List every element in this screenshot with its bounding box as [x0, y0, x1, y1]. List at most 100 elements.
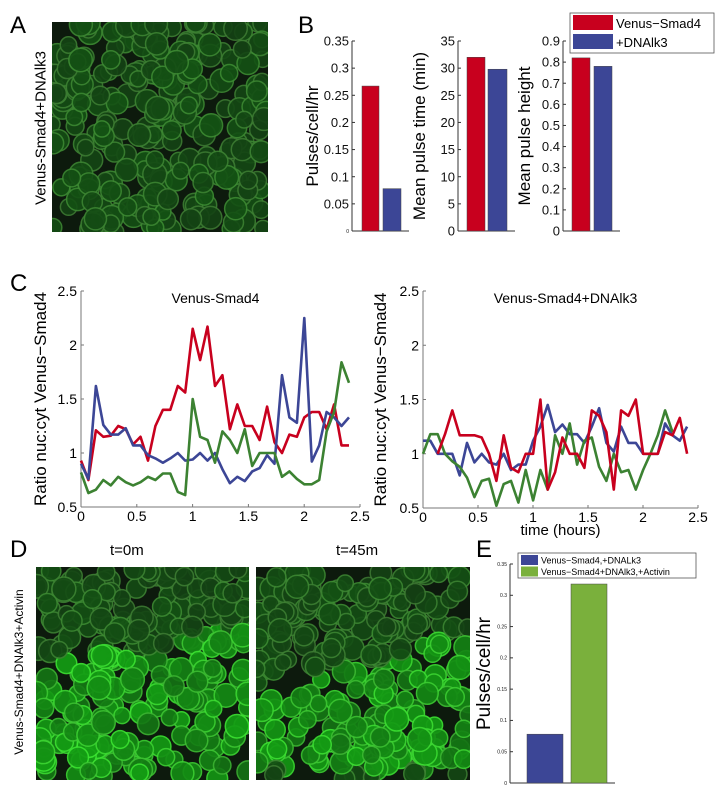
y-tick-label: 0.7 — [542, 76, 560, 91]
y-tick-label: 35 — [441, 34, 455, 49]
cell — [90, 85, 111, 106]
y-tick-label: 0.35 — [324, 34, 349, 49]
cell — [446, 654, 470, 681]
cell — [223, 22, 249, 42]
cell — [83, 206, 108, 231]
cell — [266, 567, 287, 588]
y-tick-label: 0.1 — [500, 718, 507, 724]
legend-swatch — [573, 15, 613, 30]
microscopy-image-a — [52, 22, 268, 232]
legend-label: Venus−Smad4+DNAlk3,+Activin — [541, 567, 670, 577]
cell — [151, 65, 175, 89]
cell — [204, 699, 223, 718]
x-tick-label: 0.5 — [468, 509, 488, 525]
y-tick-label: 20 — [441, 115, 455, 130]
y-tick-label: 30 — [441, 61, 455, 76]
cell — [156, 188, 180, 211]
cell — [63, 702, 85, 723]
y-tick-label: 0.35 — [497, 562, 507, 568]
cell — [162, 675, 185, 698]
chart-title: Venus-Smad4 — [172, 290, 260, 306]
series-line — [421, 409, 674, 508]
cell — [90, 644, 114, 668]
y-tick-label: 0 — [504, 781, 507, 787]
cell — [212, 755, 232, 775]
y-axis-label: Pulses/cell/hr — [474, 616, 495, 730]
cell — [293, 625, 315, 647]
cell — [186, 670, 209, 693]
cell — [207, 150, 229, 173]
y-tick-label: 0.8 — [542, 55, 560, 70]
x-axis-label: time (hours) — [520, 522, 600, 539]
cell — [71, 662, 92, 683]
microscopy-image-t45 — [256, 567, 470, 780]
cell — [264, 765, 284, 780]
cell — [82, 589, 103, 610]
y-tick-label: 0.15 — [497, 687, 507, 693]
cell — [238, 170, 259, 190]
cell — [144, 32, 169, 56]
cell — [170, 760, 195, 780]
cell — [321, 637, 342, 659]
cell — [429, 634, 450, 655]
cell — [103, 141, 126, 163]
y-tick-label: 0.25 — [324, 88, 349, 103]
cell — [79, 761, 98, 780]
cell — [36, 697, 55, 719]
x-tick-label: 2.5 — [688, 509, 708, 525]
y-axis-label: Ratio nuc:cyt Venus−Smad4 — [31, 292, 50, 506]
y-tick-label: 10 — [441, 169, 455, 184]
y-axis-label: Mean pulse time (min) — [410, 52, 429, 220]
y-tick-label: 0.05 — [324, 196, 349, 211]
bar-chart-E: 0 0.05 0.1 0.15 0.2 0.25 0.3 0.35 Pulses/cell/hr… — [474, 552, 697, 787]
cell — [346, 679, 366, 699]
panel-d-title-t0: t=0m — [110, 542, 144, 559]
cell — [96, 567, 116, 582]
cell — [93, 120, 111, 138]
panel-label-b: B — [298, 12, 315, 39]
cell — [114, 157, 139, 182]
panel-label-c: C — [10, 270, 28, 297]
y-axis-label: Mean pulse height — [515, 66, 534, 205]
cell — [36, 740, 56, 765]
y-tick-label: 5 — [448, 196, 455, 211]
cell — [336, 574, 355, 593]
cell — [185, 22, 206, 33]
y-tick-label: 0.1 — [331, 169, 349, 184]
cell — [256, 627, 269, 650]
cell — [222, 582, 244, 604]
cell — [156, 747, 176, 767]
panel-label-a: A — [10, 12, 27, 39]
cell — [51, 576, 77, 602]
y-tick-label: 0.15 — [324, 142, 349, 157]
bar — [361, 85, 380, 232]
cell — [406, 613, 429, 635]
series-line — [436, 398, 689, 491]
cell — [444, 686, 466, 708]
cell — [234, 598, 249, 619]
cell — [66, 746, 90, 769]
y-tick-label: 0.25 — [497, 624, 507, 630]
microscopy-image-t0 — [36, 567, 249, 780]
cell — [52, 217, 63, 232]
cell — [113, 706, 131, 725]
cell — [86, 675, 112, 701]
x-tick-label: 1 — [529, 509, 537, 525]
cell — [180, 615, 204, 639]
cell — [119, 666, 146, 692]
cell — [297, 710, 317, 729]
x-tick-label: 2 — [639, 509, 647, 525]
cell — [192, 171, 214, 194]
cell — [52, 82, 68, 105]
y-tick-label: 0.05 — [497, 749, 507, 755]
cell — [249, 140, 268, 164]
cell — [99, 180, 122, 203]
cell — [403, 567, 426, 581]
cell — [151, 596, 173, 617]
cell — [429, 567, 449, 584]
y-tick-label: 2.5 — [58, 283, 78, 299]
y-axis-label: Ratio nuc:cyt Venus−Smad4 — [371, 292, 390, 506]
cell — [123, 567, 146, 581]
legend-swatch — [573, 34, 613, 49]
